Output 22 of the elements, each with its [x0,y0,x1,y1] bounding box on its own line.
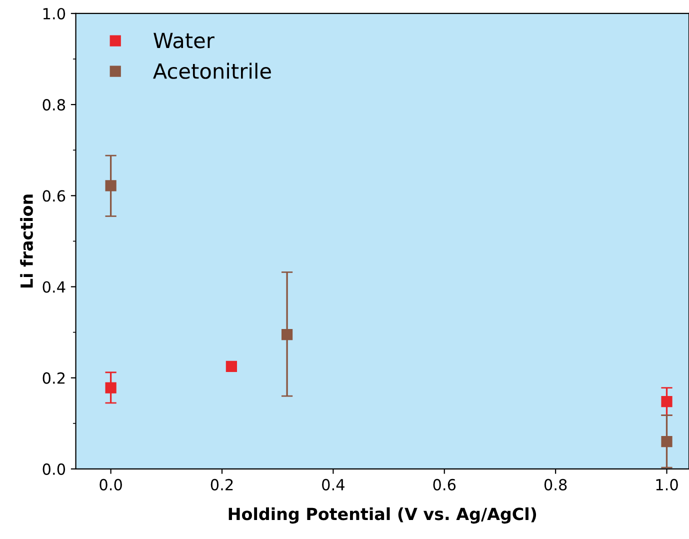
legend-label: Water [154,32,214,48]
x-tick-label: 0.8 [544,478,567,490]
point [105,382,116,394]
legend-label: Acetonitrile [153,62,271,79]
y-tick-label: 0.4 [42,281,66,293]
x-axis-title: Holding Potential (V vs. Ag/AgCl) [228,507,536,524]
x-tick-label: 1.0 [656,478,678,490]
y-axis-title: Li fraction [20,194,33,288]
point [661,436,672,448]
point [281,329,293,340]
point [105,180,116,192]
point [661,396,672,408]
y-tick-label: 1.0 [43,8,66,20]
point [226,360,238,372]
x-tick-label: 0.6 [433,478,456,490]
x-tick-label: 0.0 [100,478,122,490]
y-tick-label: 0.2 [42,372,65,384]
x-tick-label: 0.4 [322,478,344,490]
y-tick-label: 0.0 [42,463,66,475]
x-tick-label: 0.2 [210,478,233,490]
y-tick-label: 0.6 [42,190,66,202]
y-tick-label: 0.8 [42,99,66,111]
